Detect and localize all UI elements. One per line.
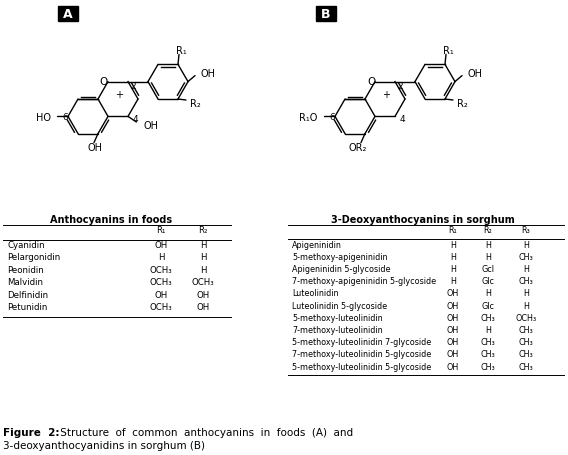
Text: 7-methoxy-luteolinidin 5-glycoside: 7-methoxy-luteolinidin 5-glycoside	[292, 350, 431, 359]
Text: OH: OH	[447, 289, 459, 298]
Text: H: H	[158, 253, 164, 262]
Text: 4: 4	[399, 115, 405, 124]
Text: H: H	[523, 264, 529, 273]
Text: H: H	[450, 277, 456, 286]
Text: CH₃: CH₃	[481, 350, 495, 359]
Text: +: +	[115, 90, 123, 100]
Text: Petunidin: Petunidin	[7, 303, 47, 312]
Text: Apigeninidin 5-glycoside: Apigeninidin 5-glycoside	[292, 264, 391, 273]
Text: R₂: R₂	[198, 226, 208, 235]
Text: 5-methoxy-luteolinidin 7-glycoside: 5-methoxy-luteolinidin 7-glycoside	[292, 338, 431, 347]
Text: Delfinidin: Delfinidin	[7, 290, 48, 299]
Text: OCH₃: OCH₃	[149, 278, 172, 287]
Text: OH: OH	[447, 325, 459, 334]
Text: H: H	[485, 253, 491, 261]
Text: OH: OH	[154, 241, 168, 249]
Text: OCH₃: OCH₃	[515, 313, 537, 322]
Text: 4: 4	[132, 115, 138, 124]
Text: 6: 6	[329, 113, 335, 121]
Text: H: H	[450, 240, 456, 249]
Text: OCH₃: OCH₃	[191, 278, 214, 287]
Text: R₃: R₃	[521, 226, 531, 235]
Text: Peonidin: Peonidin	[7, 265, 44, 274]
Text: R₂: R₂	[483, 226, 492, 235]
Text: 5-methoxy-luteolinidin: 5-methoxy-luteolinidin	[292, 313, 383, 322]
Text: R₁: R₁	[443, 46, 454, 56]
Text: CH₃: CH₃	[519, 253, 533, 261]
Text: A: A	[63, 9, 73, 21]
Bar	[316, 7, 336, 22]
Text: H: H	[200, 241, 206, 249]
Text: B: B	[321, 9, 331, 21]
Text: Cyanidin: Cyanidin	[7, 241, 45, 249]
Text: CH₃: CH₃	[481, 313, 495, 322]
Text: CH₃: CH₃	[519, 362, 533, 371]
Text: Glc: Glc	[482, 301, 495, 310]
Text: Structure  of  common  anthocyanins  in  foods  (A)  and: Structure of common anthocyanins in food…	[57, 427, 353, 437]
Text: OH: OH	[447, 301, 459, 310]
Text: 6: 6	[62, 113, 68, 121]
Text: OH: OH	[197, 303, 210, 312]
Text: Luteolinidin 5-glycoside: Luteolinidin 5-glycoside	[292, 301, 387, 310]
Text: R₁: R₁	[156, 226, 166, 235]
Text: CH₃: CH₃	[481, 338, 495, 347]
Text: 2: 2	[130, 81, 136, 91]
Text: CH₃: CH₃	[519, 325, 533, 334]
Text: H: H	[485, 289, 491, 298]
Text: OH: OH	[144, 121, 158, 131]
Text: OH: OH	[154, 290, 168, 299]
Text: R₂: R₂	[457, 99, 468, 109]
Text: H: H	[450, 253, 456, 261]
Text: +: +	[382, 90, 390, 100]
Text: OR₂: OR₂	[349, 142, 367, 152]
Text: Glc: Glc	[482, 277, 495, 286]
Text: H: H	[485, 240, 491, 249]
Text: R₂: R₂	[190, 99, 201, 109]
Text: OH: OH	[447, 350, 459, 359]
Text: H: H	[523, 240, 529, 249]
Text: Luteolinidin: Luteolinidin	[292, 289, 339, 298]
Text: 3-deoxyanthocyanidins in sorghum (B): 3-deoxyanthocyanidins in sorghum (B)	[3, 440, 205, 450]
Text: R₁O: R₁O	[299, 113, 318, 123]
Text: CH₃: CH₃	[481, 362, 495, 371]
Text: 7-methoxy-luteolinidin: 7-methoxy-luteolinidin	[292, 325, 383, 334]
Text: OCH₃: OCH₃	[149, 303, 172, 312]
Text: Figure  2:: Figure 2:	[3, 427, 60, 437]
Text: HO: HO	[36, 113, 51, 123]
Text: OH: OH	[447, 338, 459, 347]
Text: 7-methoxy-apigeninidin 5-glycoside: 7-methoxy-apigeninidin 5-glycoside	[292, 277, 436, 286]
Text: O: O	[100, 76, 108, 86]
Text: OH: OH	[87, 142, 102, 152]
Text: Apigeninidin: Apigeninidin	[292, 240, 342, 249]
Text: 2: 2	[397, 81, 403, 91]
Text: 5-methoxy-luteolinidin 5-glycoside: 5-methoxy-luteolinidin 5-glycoside	[292, 362, 431, 371]
Text: 3-Deoxyanthocyanins in sorghum: 3-Deoxyanthocyanins in sorghum	[331, 214, 515, 224]
Text: H: H	[450, 264, 456, 273]
Text: OCH₃: OCH₃	[149, 265, 172, 274]
Text: O: O	[367, 76, 375, 86]
Text: OH: OH	[197, 290, 210, 299]
Text: H: H	[485, 325, 491, 334]
Text: Gcl: Gcl	[482, 264, 495, 273]
Text: H: H	[200, 253, 206, 262]
Text: H: H	[523, 301, 529, 310]
Text: H: H	[200, 265, 206, 274]
Text: H: H	[523, 289, 529, 298]
Text: CH₃: CH₃	[519, 338, 533, 347]
Text: Malvidin: Malvidin	[7, 278, 43, 287]
Text: Anthocyanins in foods: Anthocyanins in foods	[50, 214, 172, 224]
Text: CH₃: CH₃	[519, 350, 533, 359]
Text: CH₃: CH₃	[519, 277, 533, 286]
Text: R₁: R₁	[449, 226, 457, 235]
Text: 5-methoxy-apigeninidin: 5-methoxy-apigeninidin	[292, 253, 387, 261]
Text: Pelargonidin: Pelargonidin	[7, 253, 60, 262]
Text: OH: OH	[201, 69, 215, 79]
Text: OH: OH	[467, 69, 482, 79]
Bar	[58, 7, 78, 22]
Text: OH: OH	[447, 313, 459, 322]
Text: OH: OH	[447, 362, 459, 371]
Text: R₁: R₁	[176, 46, 187, 56]
